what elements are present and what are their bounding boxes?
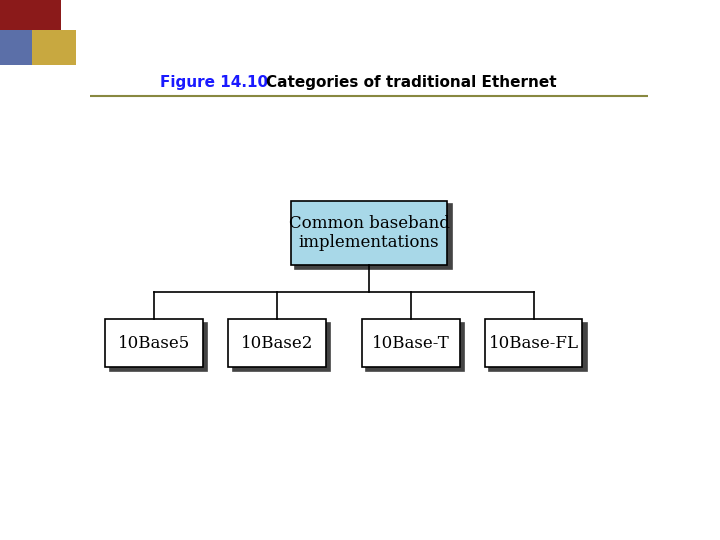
Bar bbox=[490, 323, 587, 370]
Text: 10Base-FL: 10Base-FL bbox=[489, 335, 579, 352]
Bar bbox=[110, 323, 207, 370]
Bar bbox=[366, 323, 464, 370]
Bar bbox=[291, 201, 447, 266]
Bar bbox=[228, 320, 325, 367]
Bar bbox=[295, 204, 451, 269]
Bar bbox=[233, 323, 330, 370]
Text: Categories of traditional Ethernet: Categories of traditional Ethernet bbox=[266, 75, 557, 90]
Text: Figure 14.10: Figure 14.10 bbox=[160, 75, 268, 90]
Text: Common baseband
implementations: Common baseband implementations bbox=[289, 215, 449, 252]
Text: 10Base2: 10Base2 bbox=[240, 335, 313, 352]
Text: 10Base-T: 10Base-T bbox=[372, 335, 450, 352]
Bar bbox=[105, 320, 203, 367]
Bar bbox=[485, 320, 582, 367]
Text: 10Base5: 10Base5 bbox=[118, 335, 190, 352]
Bar bbox=[362, 320, 459, 367]
